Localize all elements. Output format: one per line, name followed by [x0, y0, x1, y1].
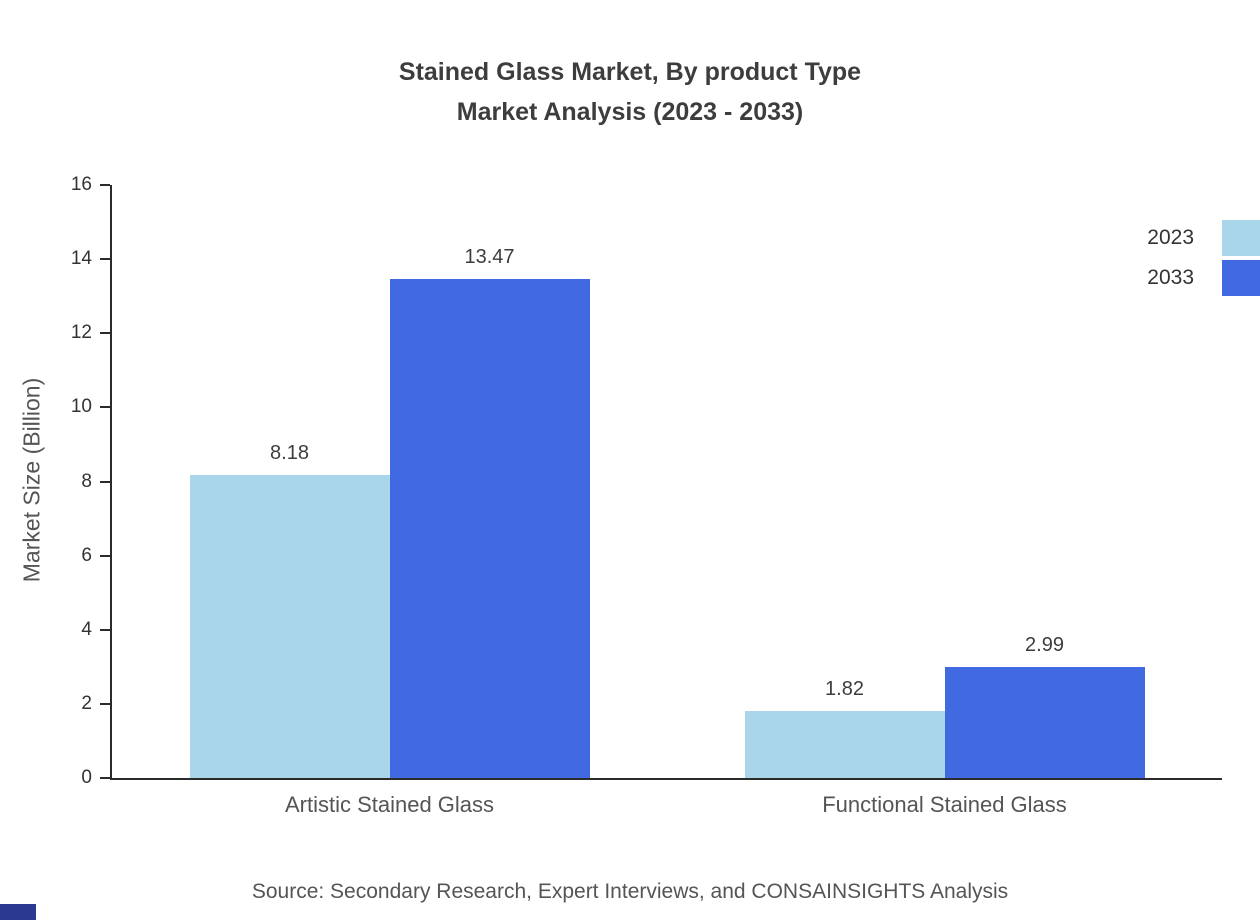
legend-label-2023: 2023 — [1147, 226, 1194, 249]
y-tick — [100, 184, 110, 186]
y-tick-label: 8 — [81, 470, 92, 492]
legend-label-2033: 2033 — [1147, 266, 1194, 289]
y-tick — [100, 628, 110, 631]
source-text: Source: Secondary Research, Expert Inter… — [251, 880, 1009, 903]
y-tick-label: 0 — [81, 767, 92, 788]
y-tick-label: 6 — [81, 544, 92, 566]
bar-2033-category-2 — [944, 667, 1145, 778]
y-tick — [100, 777, 110, 779]
legend: 2023 2033 — [1147, 220, 1260, 296]
y-tick-label: 4 — [81, 618, 92, 640]
y-tick-label: 12 — [70, 322, 92, 344]
bar-value-label: 2.99 — [1025, 634, 1064, 656]
legend-swatch-2023 — [1222, 220, 1260, 256]
bar-value-label: 13.47 — [464, 246, 515, 268]
y-tick — [100, 258, 110, 261]
x-category-label: Artistic Stained Glass — [284, 792, 495, 817]
y-tick-label: 2 — [81, 692, 92, 714]
y-tick — [100, 480, 110, 483]
y-tick — [100, 406, 110, 409]
legend-item-2033: 2033 — [1147, 260, 1260, 296]
chart-title-line1: Stained Glass Market, By product Type — [398, 58, 862, 86]
corner-accent — [0, 904, 36, 920]
bar-2033-category-1 — [389, 279, 590, 778]
chart-title-line2: Market Analysis (2023 - 2033) — [456, 98, 804, 126]
y-tick — [100, 702, 110, 705]
bar-value-label: 1.82 — [825, 678, 864, 700]
y-tick — [100, 554, 110, 557]
y-tick — [100, 332, 110, 335]
bar-value-label: 8.18 — [270, 442, 309, 464]
y-tick-label: 14 — [70, 248, 92, 270]
y-tick-label: 10 — [70, 396, 92, 418]
chart-title: Stained Glass Market, By product Type Ma… — [0, 52, 1260, 132]
y-tick-label: 16 — [70, 174, 92, 195]
bar-2023-category-2 — [744, 711, 945, 778]
x-category-label: Functional Stained Glass — [822, 792, 1067, 817]
bar-2023-category-1 — [189, 475, 390, 778]
plot-area: 0 2 4 6 8 10 12 14 16 8.18 13.47 Artistic Stained G… — [71, 174, 1222, 817]
legend-item-2023: 2023 — [1147, 220, 1260, 256]
legend-swatch-2033 — [1222, 260, 1260, 296]
